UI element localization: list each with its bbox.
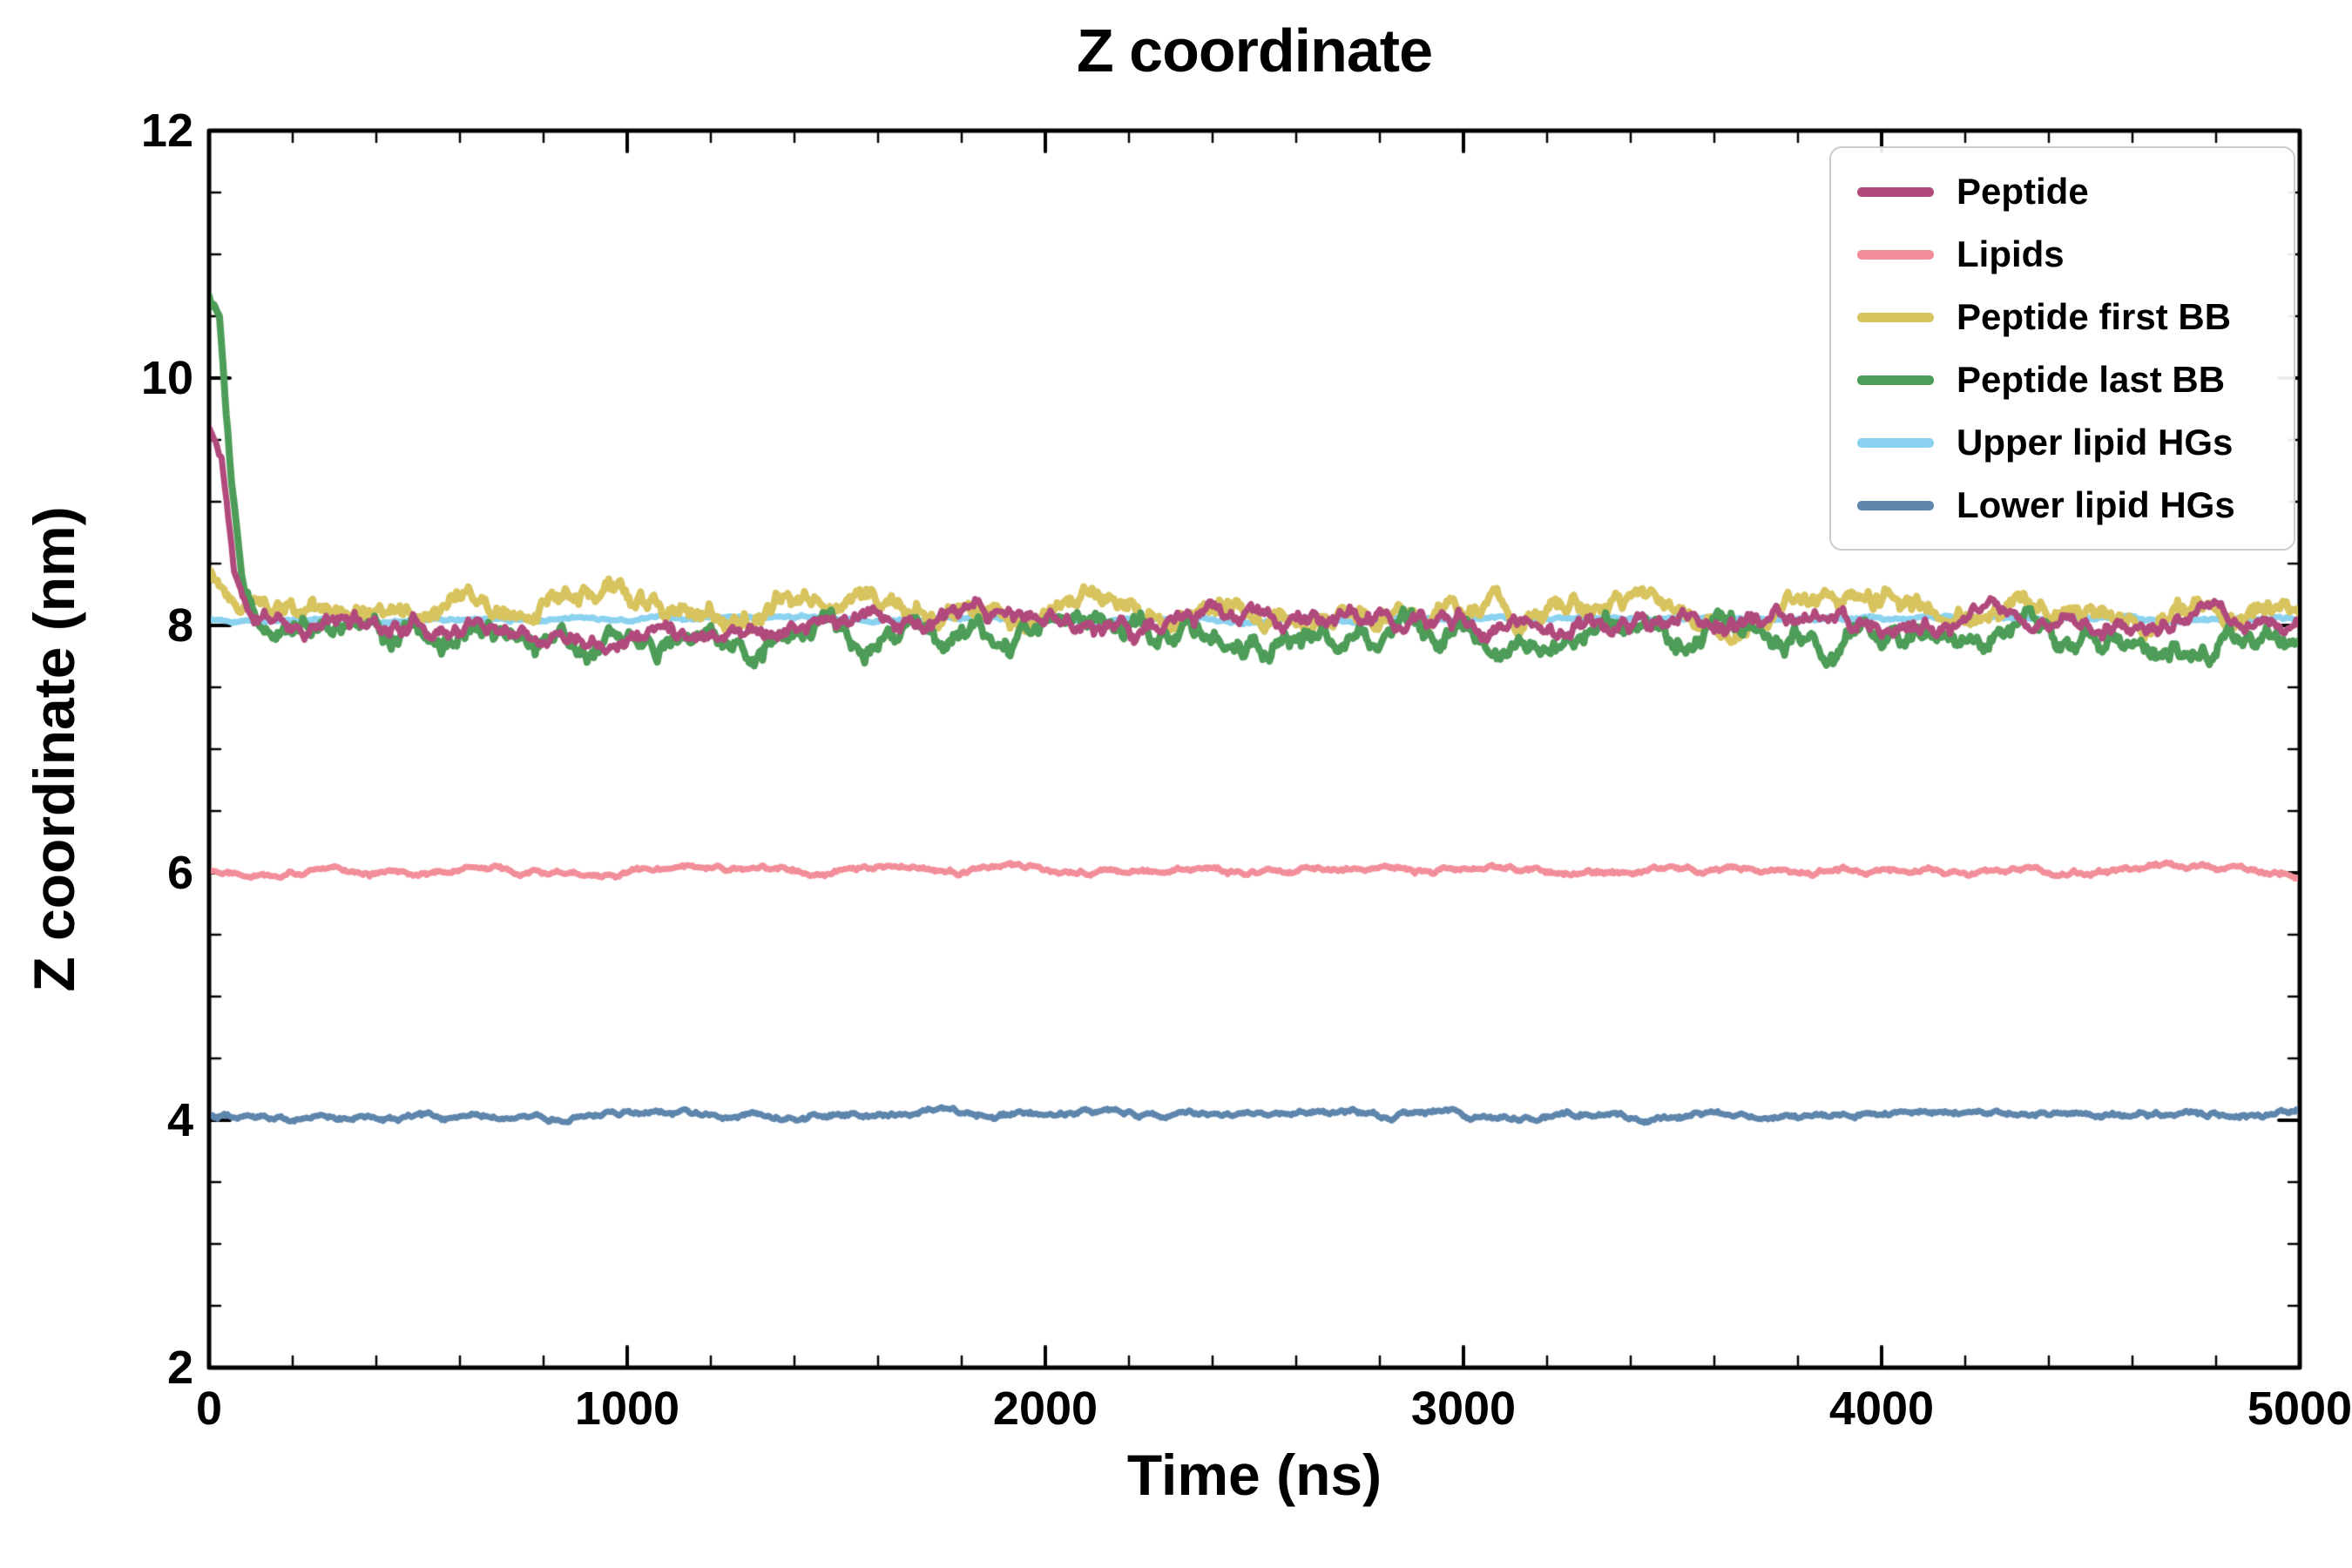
x-tick-label: 3000 xyxy=(1410,1382,1517,1435)
legend-swatch xyxy=(1857,249,1934,260)
legend-item: Peptide first BB xyxy=(1857,296,2268,338)
legend-swatch xyxy=(1857,312,1934,322)
legend-item: Upper lipid HGs xyxy=(1857,422,2268,463)
y-tick-label: 4 xyxy=(166,1094,193,1146)
chart-title: Z coordinate xyxy=(1076,17,1433,84)
legend-item: Lower lipid HGs xyxy=(1857,484,2268,526)
y-tick-label: 10 xyxy=(140,352,193,404)
y-tick-label: 12 xyxy=(140,105,193,157)
legend-label: Lower lipid HGs xyxy=(1957,484,2235,525)
x-tick-label: 2000 xyxy=(992,1382,1098,1435)
x-axis-label: Time (ns) xyxy=(1126,1443,1382,1507)
legend-swatch xyxy=(1857,375,1934,385)
legend-swatch xyxy=(1857,500,1934,510)
legend-swatch xyxy=(1857,186,1934,197)
y-tick-label: 2 xyxy=(166,1342,193,1394)
x-tick-label: 5000 xyxy=(2247,1382,2352,1435)
legend: Peptide Lipids Peptide first BB Peptide las… xyxy=(1829,146,2295,551)
x-tick-label: 4000 xyxy=(1828,1382,1935,1435)
legend-item: Lipids xyxy=(1857,233,2268,275)
y-axis-label: Z coordinate (nm) xyxy=(22,506,86,992)
x-tick-label: 1000 xyxy=(574,1382,680,1435)
legend-label: Upper lipid HGs xyxy=(1957,422,2234,463)
legend-item: Peptide last BB xyxy=(1857,359,2268,401)
legend-label: Peptide xyxy=(1957,171,2089,212)
legend-label: Peptide last BB xyxy=(1957,359,2226,400)
legend-swatch xyxy=(1857,437,1934,448)
x-tick-label: 0 xyxy=(195,1382,223,1435)
y-tick-label: 6 xyxy=(166,847,193,899)
legend-label: Lipids xyxy=(1957,233,2065,274)
y-tick-label: 8 xyxy=(166,599,193,652)
legend-label: Peptide first BB xyxy=(1957,296,2232,337)
legend-item: Peptide xyxy=(1857,171,2268,213)
